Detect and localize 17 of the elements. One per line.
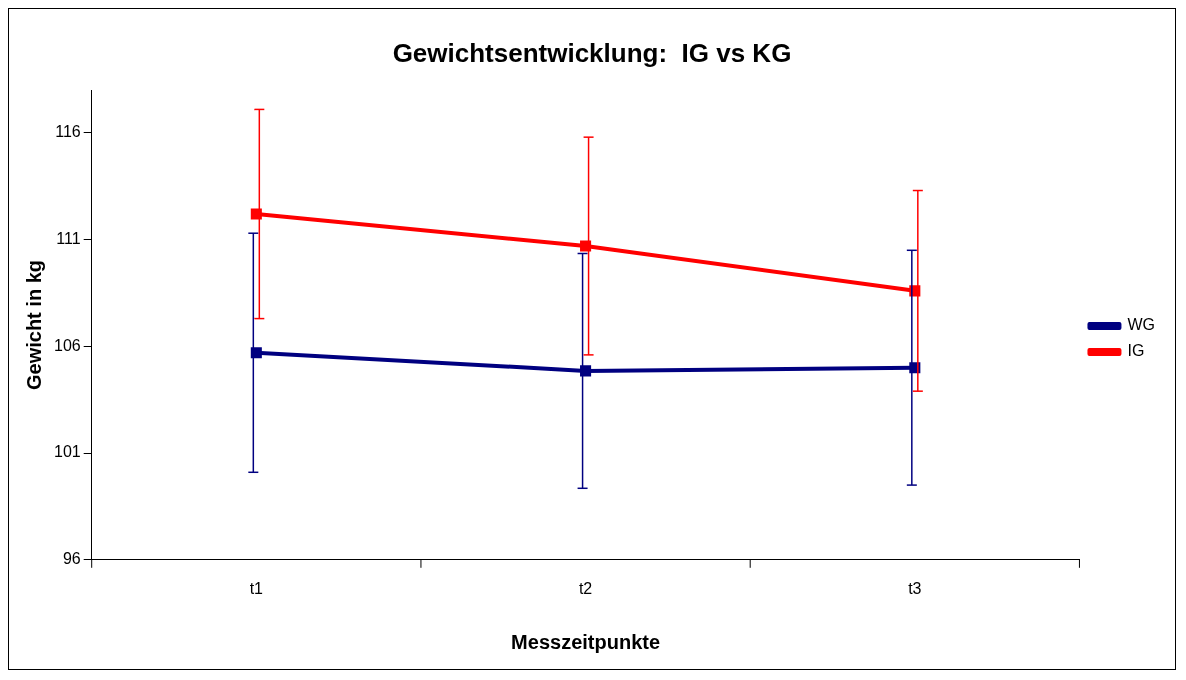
point [580, 240, 592, 252]
x-tick-label: t1 [249, 579, 264, 597]
legend-label: WG [1127, 316, 1155, 334]
y-tick-label: 106 [53, 336, 81, 354]
point [580, 365, 592, 377]
y-tick-label: 116 [55, 123, 81, 141]
x-tick-label: t2 [578, 579, 593, 597]
y-tick-label: 96 [62, 550, 81, 568]
x-axis-title: Messzeitpunkte [511, 630, 661, 653]
y-tick-label: 111 [56, 230, 81, 248]
y-tick-label: 101 [53, 443, 81, 461]
point [250, 347, 262, 359]
legend-label: IG [1127, 342, 1145, 360]
point [250, 208, 262, 220]
chart-title: Gewichtsentwicklung: IG vs KG [392, 37, 792, 68]
x-tick-label: t3 [908, 579, 922, 597]
y-axis-title: Gewicht in kg [22, 259, 45, 391]
